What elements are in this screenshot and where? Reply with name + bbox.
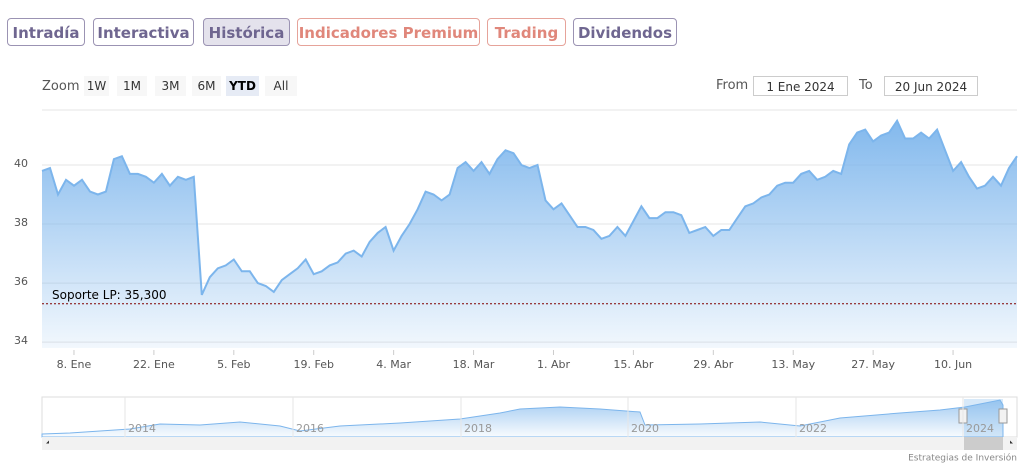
scrollbar-track[interactable]: [42, 437, 1017, 450]
x-tick-label: 1. Abr: [537, 358, 570, 371]
x-tick-label: 19. Feb: [293, 358, 333, 371]
credits: Estrategias de Inversión: [908, 453, 1017, 464]
navigator-label: 2020: [631, 422, 659, 435]
tab[interactable]: Interactiva: [93, 18, 194, 46]
navigator-label: 2014: [128, 422, 156, 435]
x-tick-label: 15. Abr: [613, 358, 653, 371]
navigator-handle[interactable]: [998, 408, 1008, 424]
x-tick-label: 22. Ene: [133, 358, 175, 371]
zoom-button[interactable]: 1W: [84, 76, 109, 96]
navigator-label: 2022: [799, 422, 827, 435]
area: [42, 120, 1017, 348]
to-input[interactable]: 20 Jun 2024: [884, 76, 978, 96]
x-tick-label: 5. Feb: [217, 358, 250, 371]
tab[interactable]: Trading: [487, 18, 566, 46]
scrollbar-thumb[interactable]: [964, 437, 1003, 450]
x-tick-label: 13. May: [771, 358, 815, 371]
y-tick-label: 36: [14, 275, 28, 288]
x-tick-label: 10. Jun: [934, 358, 972, 371]
tab[interactable]: Dividendos: [573, 18, 677, 46]
from-label: From: [716, 78, 749, 93]
navigator-mask[interactable]: [964, 399, 1003, 437]
support-label: Soporte LP: 35,300: [52, 288, 167, 302]
x-tick-label: 27. May: [851, 358, 895, 371]
from-input[interactable]: 1 Ene 2024: [753, 76, 848, 96]
line: [41, 118, 1018, 296]
navigator-label: 2016: [296, 422, 324, 435]
zoom-button[interactable]: 1M: [117, 76, 147, 96]
to-label: To: [859, 78, 873, 93]
x-tick-label: 29. Abr: [693, 358, 733, 371]
navigator-label: 2018: [464, 422, 492, 435]
tab[interactable]: Indicadores Premium: [297, 18, 480, 46]
y-tick-label: 34: [14, 334, 28, 347]
tab[interactable]: Histórica: [203, 18, 290, 46]
navigator: [41, 396, 1018, 450]
x-tick-label: 8. Ene: [57, 358, 92, 371]
navigator-series: [41, 399, 1004, 438]
x-tick-label: 18. Mar: [453, 358, 495, 371]
tab[interactable]: Intradía: [7, 18, 85, 46]
zoom-button[interactable]: All: [265, 76, 297, 96]
navigator-label: 2024: [966, 422, 994, 435]
zoom-label: Zoom: [42, 79, 80, 94]
zoom-button[interactable]: 3M: [155, 76, 186, 96]
zoom-button[interactable]: YTD: [226, 76, 259, 96]
y-tick-label: 40: [14, 157, 28, 170]
zoom-button[interactable]: 6M: [192, 76, 221, 96]
y-tick-label: 38: [14, 216, 28, 229]
x-tick-label: 4. Mar: [376, 358, 411, 371]
